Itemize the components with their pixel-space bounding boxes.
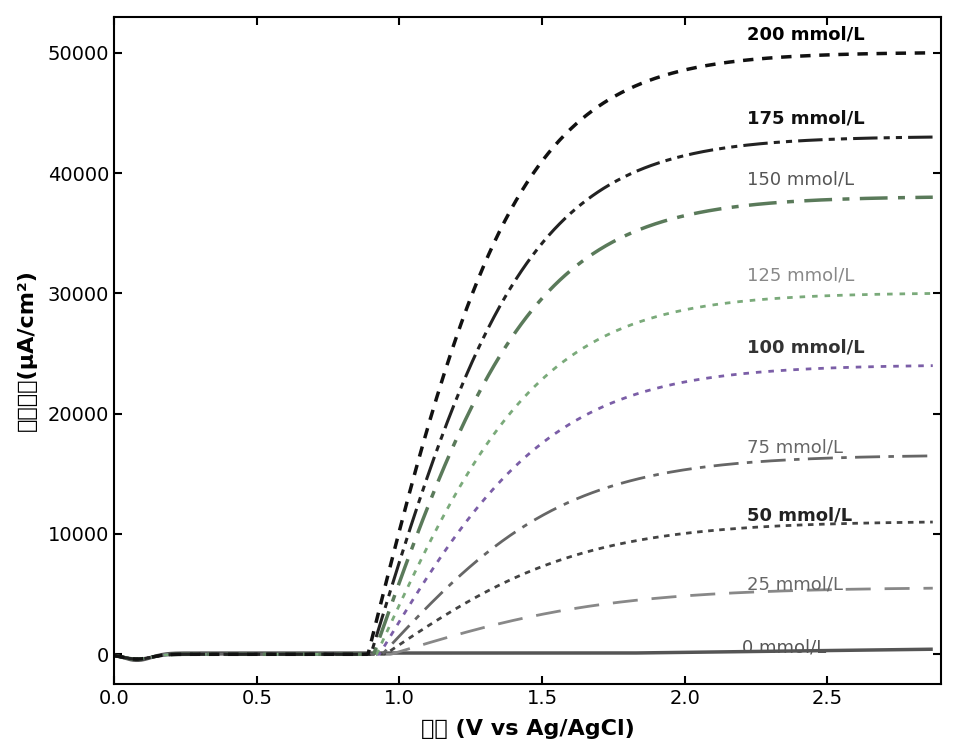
Text: 125 mmol/L: 125 mmol/L <box>747 266 855 284</box>
Text: 100 mmol/L: 100 mmol/L <box>747 339 865 357</box>
Text: 0 mmol/L: 0 mmol/L <box>741 638 826 656</box>
X-axis label: 电位 (V vs Ag/AgCl): 电位 (V vs Ag/AgCl) <box>421 719 634 739</box>
Y-axis label: 电流密度(μA/cm²): 电流密度(μA/cm²) <box>16 270 36 432</box>
Text: 150 mmol/L: 150 mmol/L <box>747 170 855 188</box>
Text: 50 mmol/L: 50 mmol/L <box>747 507 853 525</box>
Text: 25 mmol/L: 25 mmol/L <box>747 575 843 593</box>
Text: 175 mmol/L: 175 mmol/L <box>747 110 865 128</box>
Text: 200 mmol/L: 200 mmol/L <box>747 26 865 44</box>
Text: 75 mmol/L: 75 mmol/L <box>747 438 843 457</box>
